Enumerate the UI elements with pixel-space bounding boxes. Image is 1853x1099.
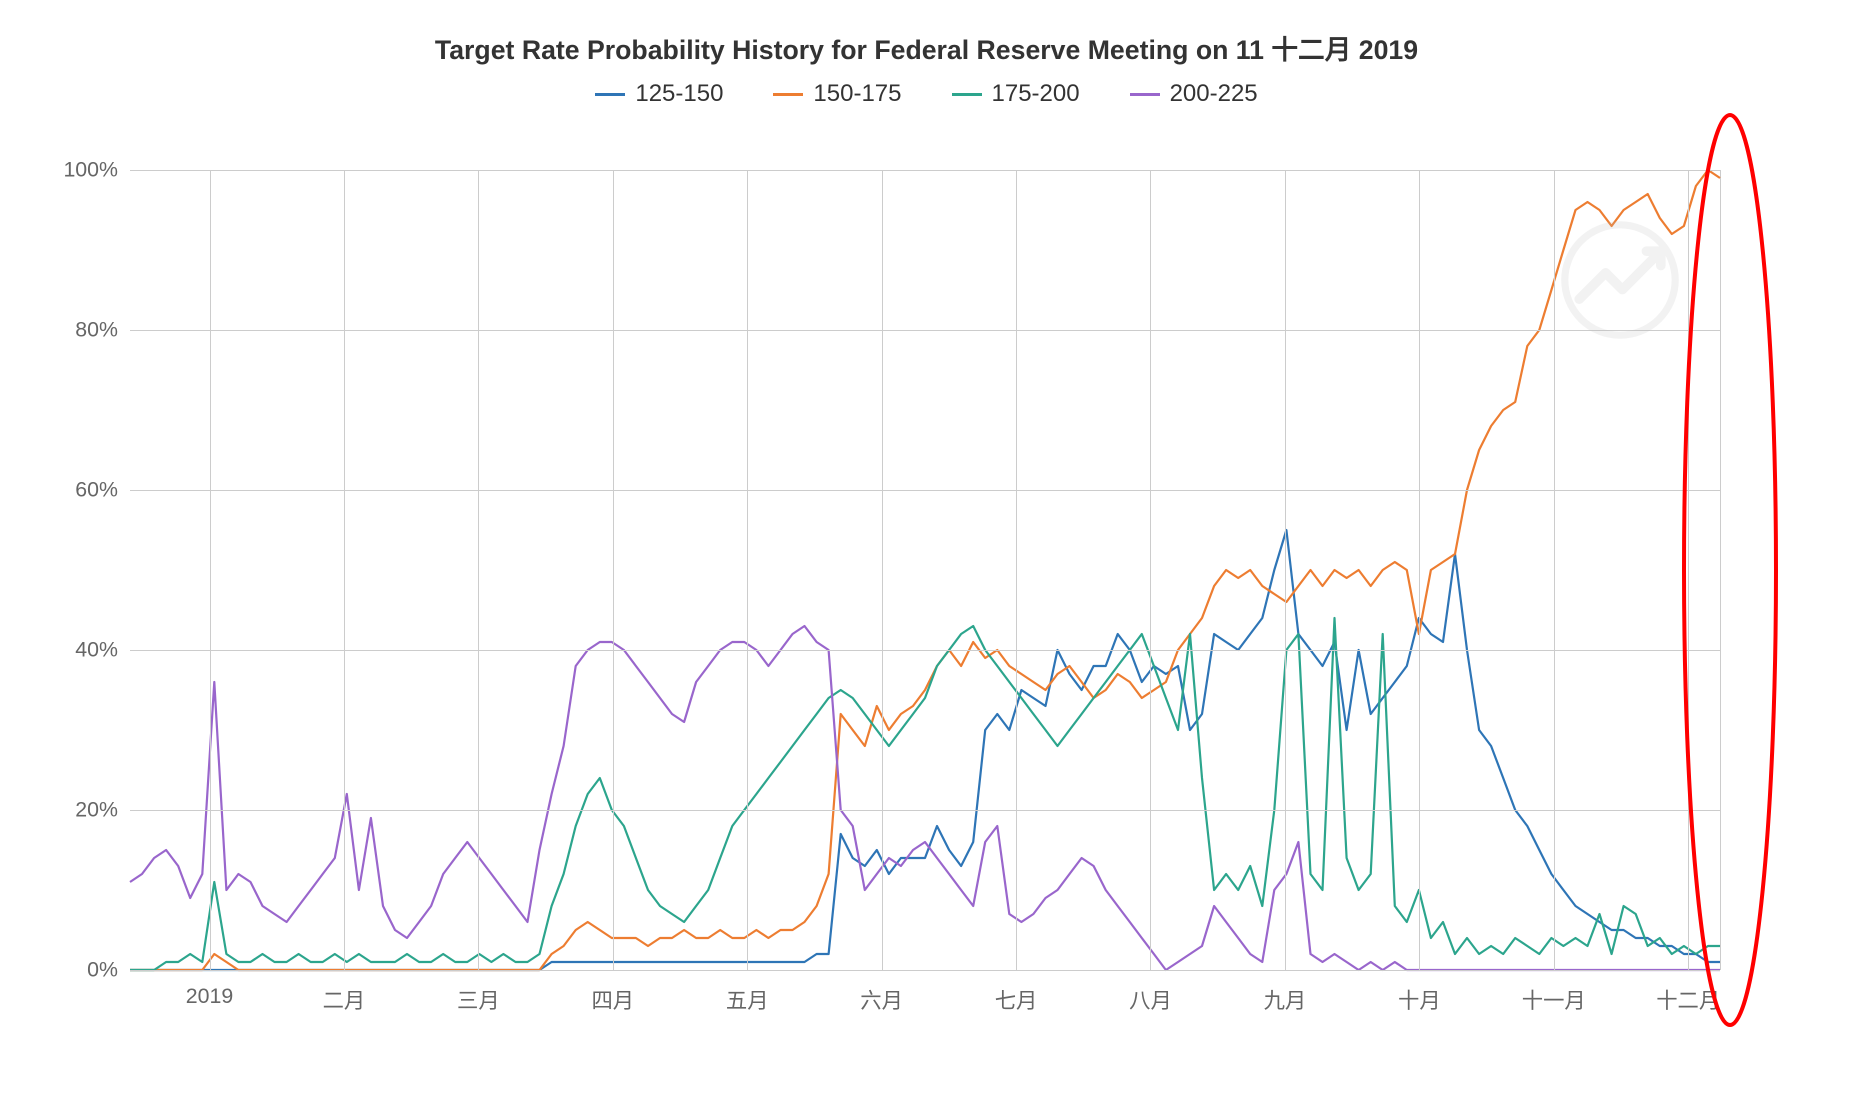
x-tick-label: 七月: [995, 970, 1038, 1015]
chart-title: Target Rate Probability History for Fede…: [0, 28, 1853, 67]
y-tick-label: 100%: [63, 158, 130, 183]
y-gridline: [130, 810, 1720, 811]
x-gridline: [1554, 170, 1555, 970]
y-gridline: [130, 170, 1720, 171]
y-tick-label: 20%: [75, 798, 130, 823]
y-tick-label: 80%: [75, 318, 130, 343]
legend-item[interactable]: 200-225: [1130, 80, 1258, 108]
legend-label: 200-225: [1170, 80, 1258, 108]
series-line: [130, 530, 1720, 970]
plot-area: 0%20%40%60%80%100%2019二月三月四月五月六月七月八月九月十月…: [130, 170, 1721, 970]
y-tick-label: 60%: [75, 478, 130, 503]
x-tick-label: 十二月: [1656, 970, 1720, 1015]
legend-item[interactable]: 125-150: [595, 80, 723, 108]
series-canvas: [130, 170, 1720, 970]
x-gridline: [882, 170, 883, 970]
series-line: [130, 170, 1720, 970]
x-tick-label: 五月: [726, 970, 769, 1015]
legend-swatch: [1130, 93, 1160, 96]
legend-item[interactable]: 150-175: [773, 80, 901, 108]
x-tick-label: 六月: [860, 970, 903, 1015]
legend-swatch: [773, 93, 803, 96]
x-tick-label: 八月: [1129, 970, 1172, 1015]
legend-item[interactable]: 175-200: [952, 80, 1080, 108]
series-line: [130, 618, 1720, 970]
x-tick-label: 三月: [457, 970, 500, 1015]
x-gridline: [1688, 170, 1689, 970]
y-gridline: [130, 650, 1720, 651]
watermark-icon: [1560, 220, 1680, 340]
y-gridline: [130, 490, 1720, 491]
legend-label: 125-150: [635, 80, 723, 108]
x-gridline: [1150, 170, 1151, 970]
x-tick-label: 九月: [1264, 970, 1307, 1015]
x-gridline: [478, 170, 479, 970]
y-tick-label: 0%: [87, 958, 130, 983]
x-gridline: [613, 170, 614, 970]
legend: 125-150 150-175 175-200 200-225: [0, 80, 1853, 108]
y-gridline: [130, 330, 1720, 331]
legend-label: 175-200: [992, 80, 1080, 108]
x-tick-label: 四月: [591, 970, 634, 1015]
x-gridline: [344, 170, 345, 970]
x-tick-label: 十一月: [1522, 970, 1586, 1015]
legend-swatch: [952, 93, 982, 96]
legend-swatch: [595, 93, 625, 96]
x-gridline: [747, 170, 748, 970]
x-gridline: [1016, 170, 1017, 970]
y-gridline: [130, 970, 1720, 971]
x-tick-label: 2019: [186, 970, 233, 1009]
x-gridline: [1419, 170, 1420, 970]
x-gridline: [1285, 170, 1286, 970]
series-line: [130, 626, 1720, 970]
y-tick-label: 40%: [75, 638, 130, 663]
x-tick-label: 十月: [1398, 970, 1441, 1015]
legend-label: 150-175: [813, 80, 901, 108]
x-tick-label: 二月: [323, 970, 366, 1015]
x-gridline: [210, 170, 211, 970]
